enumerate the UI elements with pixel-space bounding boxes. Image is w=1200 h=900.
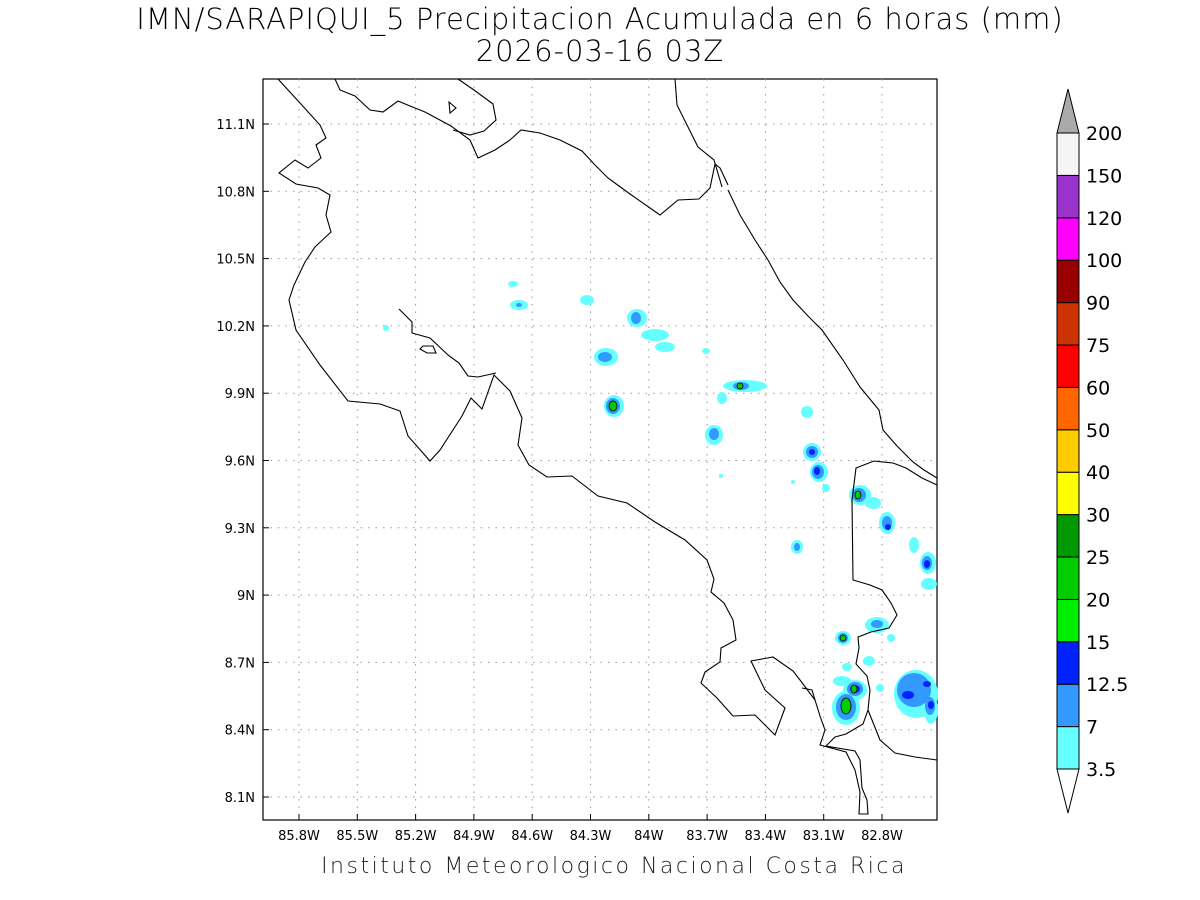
lat-tick-label: 10.2N (216, 320, 255, 335)
lat-tick-label: 9.3N (225, 522, 255, 537)
colorbar-level-label: 60 (1086, 377, 1110, 399)
map-tick-labels: 85.8W 85.5W 85.2W 84.9W 84.6W 84.3W 84W 83.7W 83… (216, 118, 903, 844)
lat-tick-label: 10.5N (216, 253, 255, 268)
colorbar-level-label: 150 (1086, 165, 1122, 187)
colorbar-segment (1056, 471, 1080, 516)
colorbar-level-label: 40 (1086, 462, 1110, 484)
colorbar-segment (1056, 641, 1080, 685)
map-subtitle: 2026-03-16 03Z (475, 34, 725, 68)
colorbar-segment (1056, 217, 1080, 261)
colorbar-level-label: 200 (1086, 123, 1122, 145)
colorbar-segment (1056, 726, 1080, 770)
map-panel: 85.8W 85.5W 85.2W 84.9W 84.6W 84.3W 84W 83.7W 83… (216, 78, 938, 844)
colorbar-max-arrow (1056, 88, 1080, 134)
lon-tick-label: 85.2W (395, 829, 437, 844)
lat-tick-label: 8.1N (225, 791, 255, 806)
precipitation-field (383, 281, 938, 725)
colorbar-segment (1056, 259, 1080, 304)
map-title: IMN/SARAPIQUI_5 Precipitacion Acumulada … (136, 2, 1064, 36)
colorbar-level-label: 20 (1086, 589, 1110, 611)
colorbar-level-label: 12.5 (1086, 674, 1128, 696)
colorbar-level-label: 100 (1086, 250, 1122, 272)
colorbar-segment (1056, 683, 1080, 728)
colorbar-segment (1056, 386, 1080, 431)
colorbar-level-label: 7 (1086, 717, 1098, 739)
colorbar-level-label: 50 (1086, 420, 1110, 442)
lat-tick-label: 8.4N (225, 724, 255, 739)
colorbar-level-label: 15 (1086, 632, 1110, 654)
colorbar-level-label: 120 (1086, 208, 1122, 230)
lon-tick-label: 84.9W (453, 829, 495, 844)
colorbar-min-arrow (1056, 768, 1080, 814)
lat-tick-label: 8.7N (225, 656, 255, 671)
colorbar-level-label: 30 (1086, 505, 1110, 527)
colorbar-level-label: 75 (1086, 335, 1110, 357)
colorbar-level-label: 3.5 (1086, 759, 1116, 781)
lat-tick-label: 9.6N (225, 455, 255, 470)
lat-tick-label: 9N (237, 589, 255, 604)
map-frame (262, 78, 938, 821)
lon-tick-label: 85.8W (278, 829, 320, 844)
colorbar-segment (1056, 598, 1080, 643)
lon-tick-label: 84.6W (511, 829, 553, 844)
lat-tick-label: 11.1N (216, 118, 255, 133)
lon-tick-label: 84.3W (570, 829, 612, 844)
colorbar-level-label: 90 (1086, 293, 1110, 315)
lon-tick-label: 84W (634, 829, 664, 844)
precipitation-colorbar-legend: 3.5 7 12.5 15 20 25 30 40 50 60 75 90 100 120 150 200 (1056, 88, 1128, 814)
colorbar-segment (1056, 429, 1080, 473)
colorbar-segment (1056, 556, 1080, 600)
coastlines-and-borders (277, 78, 938, 815)
colorbar-level-label: 25 (1086, 547, 1110, 569)
colorbar-segment (1056, 514, 1080, 558)
lon-tick-label: 85.5W (336, 829, 378, 844)
footer-credit: Instituto Meteorologico Nacional Costa R… (321, 854, 907, 879)
lon-tick-label: 83.4W (744, 829, 786, 844)
lon-tick-label: 82.8W (861, 829, 903, 844)
colorbar-segment (1056, 344, 1080, 388)
colorbar-segment (1056, 174, 1080, 219)
lat-tick-label: 10.8N (216, 185, 255, 200)
lon-tick-label: 83.7W (686, 829, 728, 844)
lat-tick-label: 9.9N (225, 387, 255, 402)
colorbar-segment (1056, 302, 1080, 346)
lon-tick-label: 83.1W (803, 829, 845, 844)
colorbar-segment (1056, 132, 1080, 176)
